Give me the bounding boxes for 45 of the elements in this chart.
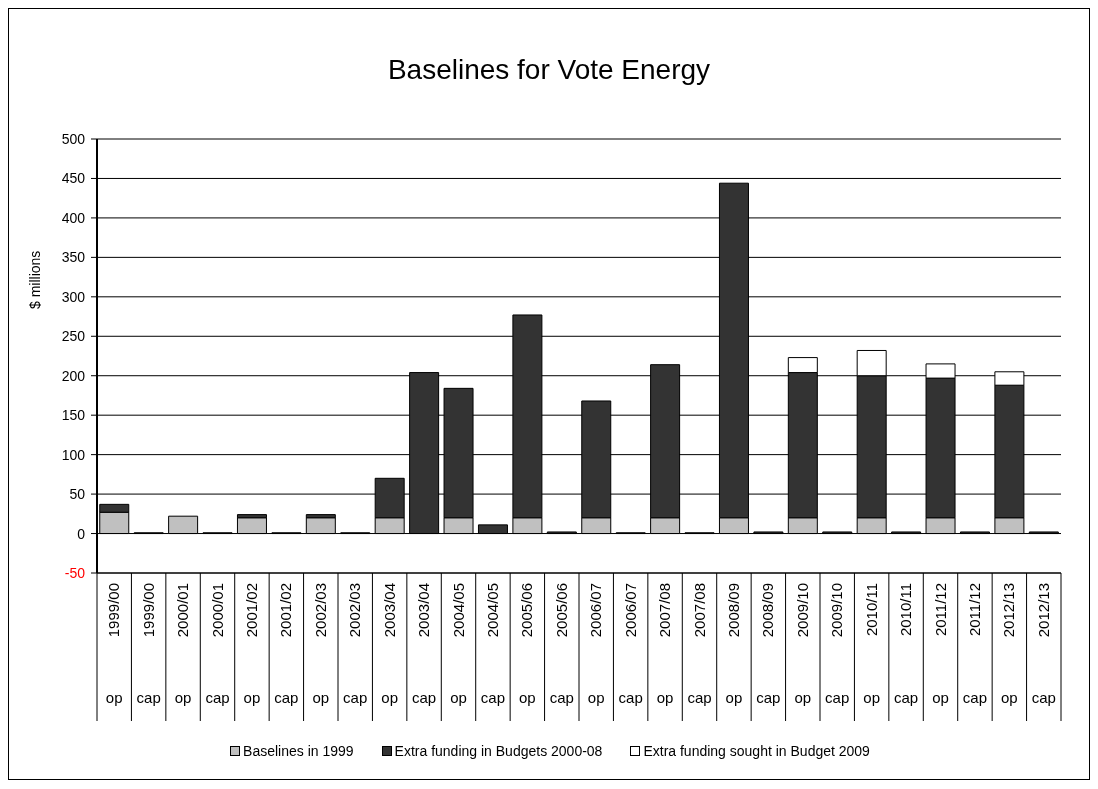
category-label: 2012/13 cap <box>1031 583 1056 706</box>
category-label: 2001/02 cap <box>274 583 299 706</box>
y-tick-label: 350 <box>61 249 86 266</box>
category-label: 2011/12 cap <box>962 583 988 706</box>
y-tick-label: 200 <box>61 367 86 384</box>
y-axis-title: $ millions <box>27 250 43 309</box>
y-tick-label: 450 <box>61 170 86 187</box>
category-label: 2003/04 op <box>380 583 398 706</box>
category-label: 2005/06 cap <box>549 583 574 706</box>
category-label: 2008/09 op <box>724 583 743 706</box>
y-tick-label: 400 <box>61 209 86 226</box>
y-tick-label: 0 <box>77 525 86 542</box>
y-tick-label: 250 <box>61 328 86 345</box>
category-label: 2005/06 op <box>518 583 536 706</box>
category-label: 2010/11 op <box>862 583 880 706</box>
y-tick-label: -50 <box>64 565 86 581</box>
category-label: 2006/07 cap <box>618 583 643 706</box>
legend-label: Baselines in 1999 <box>242 743 354 759</box>
category-label: 2002/03 cap <box>343 583 368 706</box>
legend-label: Extra funding in Budgets 2000-08 <box>393 743 603 759</box>
category-label: 1999/00 cap <box>136 583 161 706</box>
category-label: 2004/05 op <box>449 583 467 706</box>
y-tick-label: 100 <box>61 446 86 463</box>
category-label: 2003/04 cap <box>411 583 437 706</box>
category-label: 2000/01 cap <box>205 583 230 706</box>
category-label: 2012/13 op <box>1000 583 1018 706</box>
category-label: 2004/05 cap <box>480 583 506 706</box>
y-tick-label: 500 <box>61 131 86 147</box>
category-label: 2002/03 op <box>311 583 330 706</box>
category-label: 2008/09 cap <box>756 583 781 706</box>
category-label: 2009/10 op <box>793 583 812 706</box>
category-label: 2001/02 op <box>242 583 261 706</box>
category-label: 2010/11 cap <box>893 583 919 706</box>
category-label: 2007/08 cap <box>687 583 712 706</box>
chart-title: Baselines for Vote Energy <box>386 54 712 86</box>
category-label: 2000/01 op <box>174 583 192 706</box>
category-label: 1999/00 op <box>105 583 123 706</box>
category-label: 2009/10 cap <box>825 583 850 706</box>
category-label: 2011/12 op <box>931 583 949 706</box>
category-label: 2006/07 op <box>587 583 605 706</box>
y-tick-label: 300 <box>61 288 86 305</box>
category-label: 2007/08 op <box>656 583 674 706</box>
legend-label: Extra funding sought in Budget 2009 <box>642 743 870 759</box>
y-tick-label: 50 <box>69 486 86 503</box>
y-tick-label: 150 <box>61 407 86 424</box>
